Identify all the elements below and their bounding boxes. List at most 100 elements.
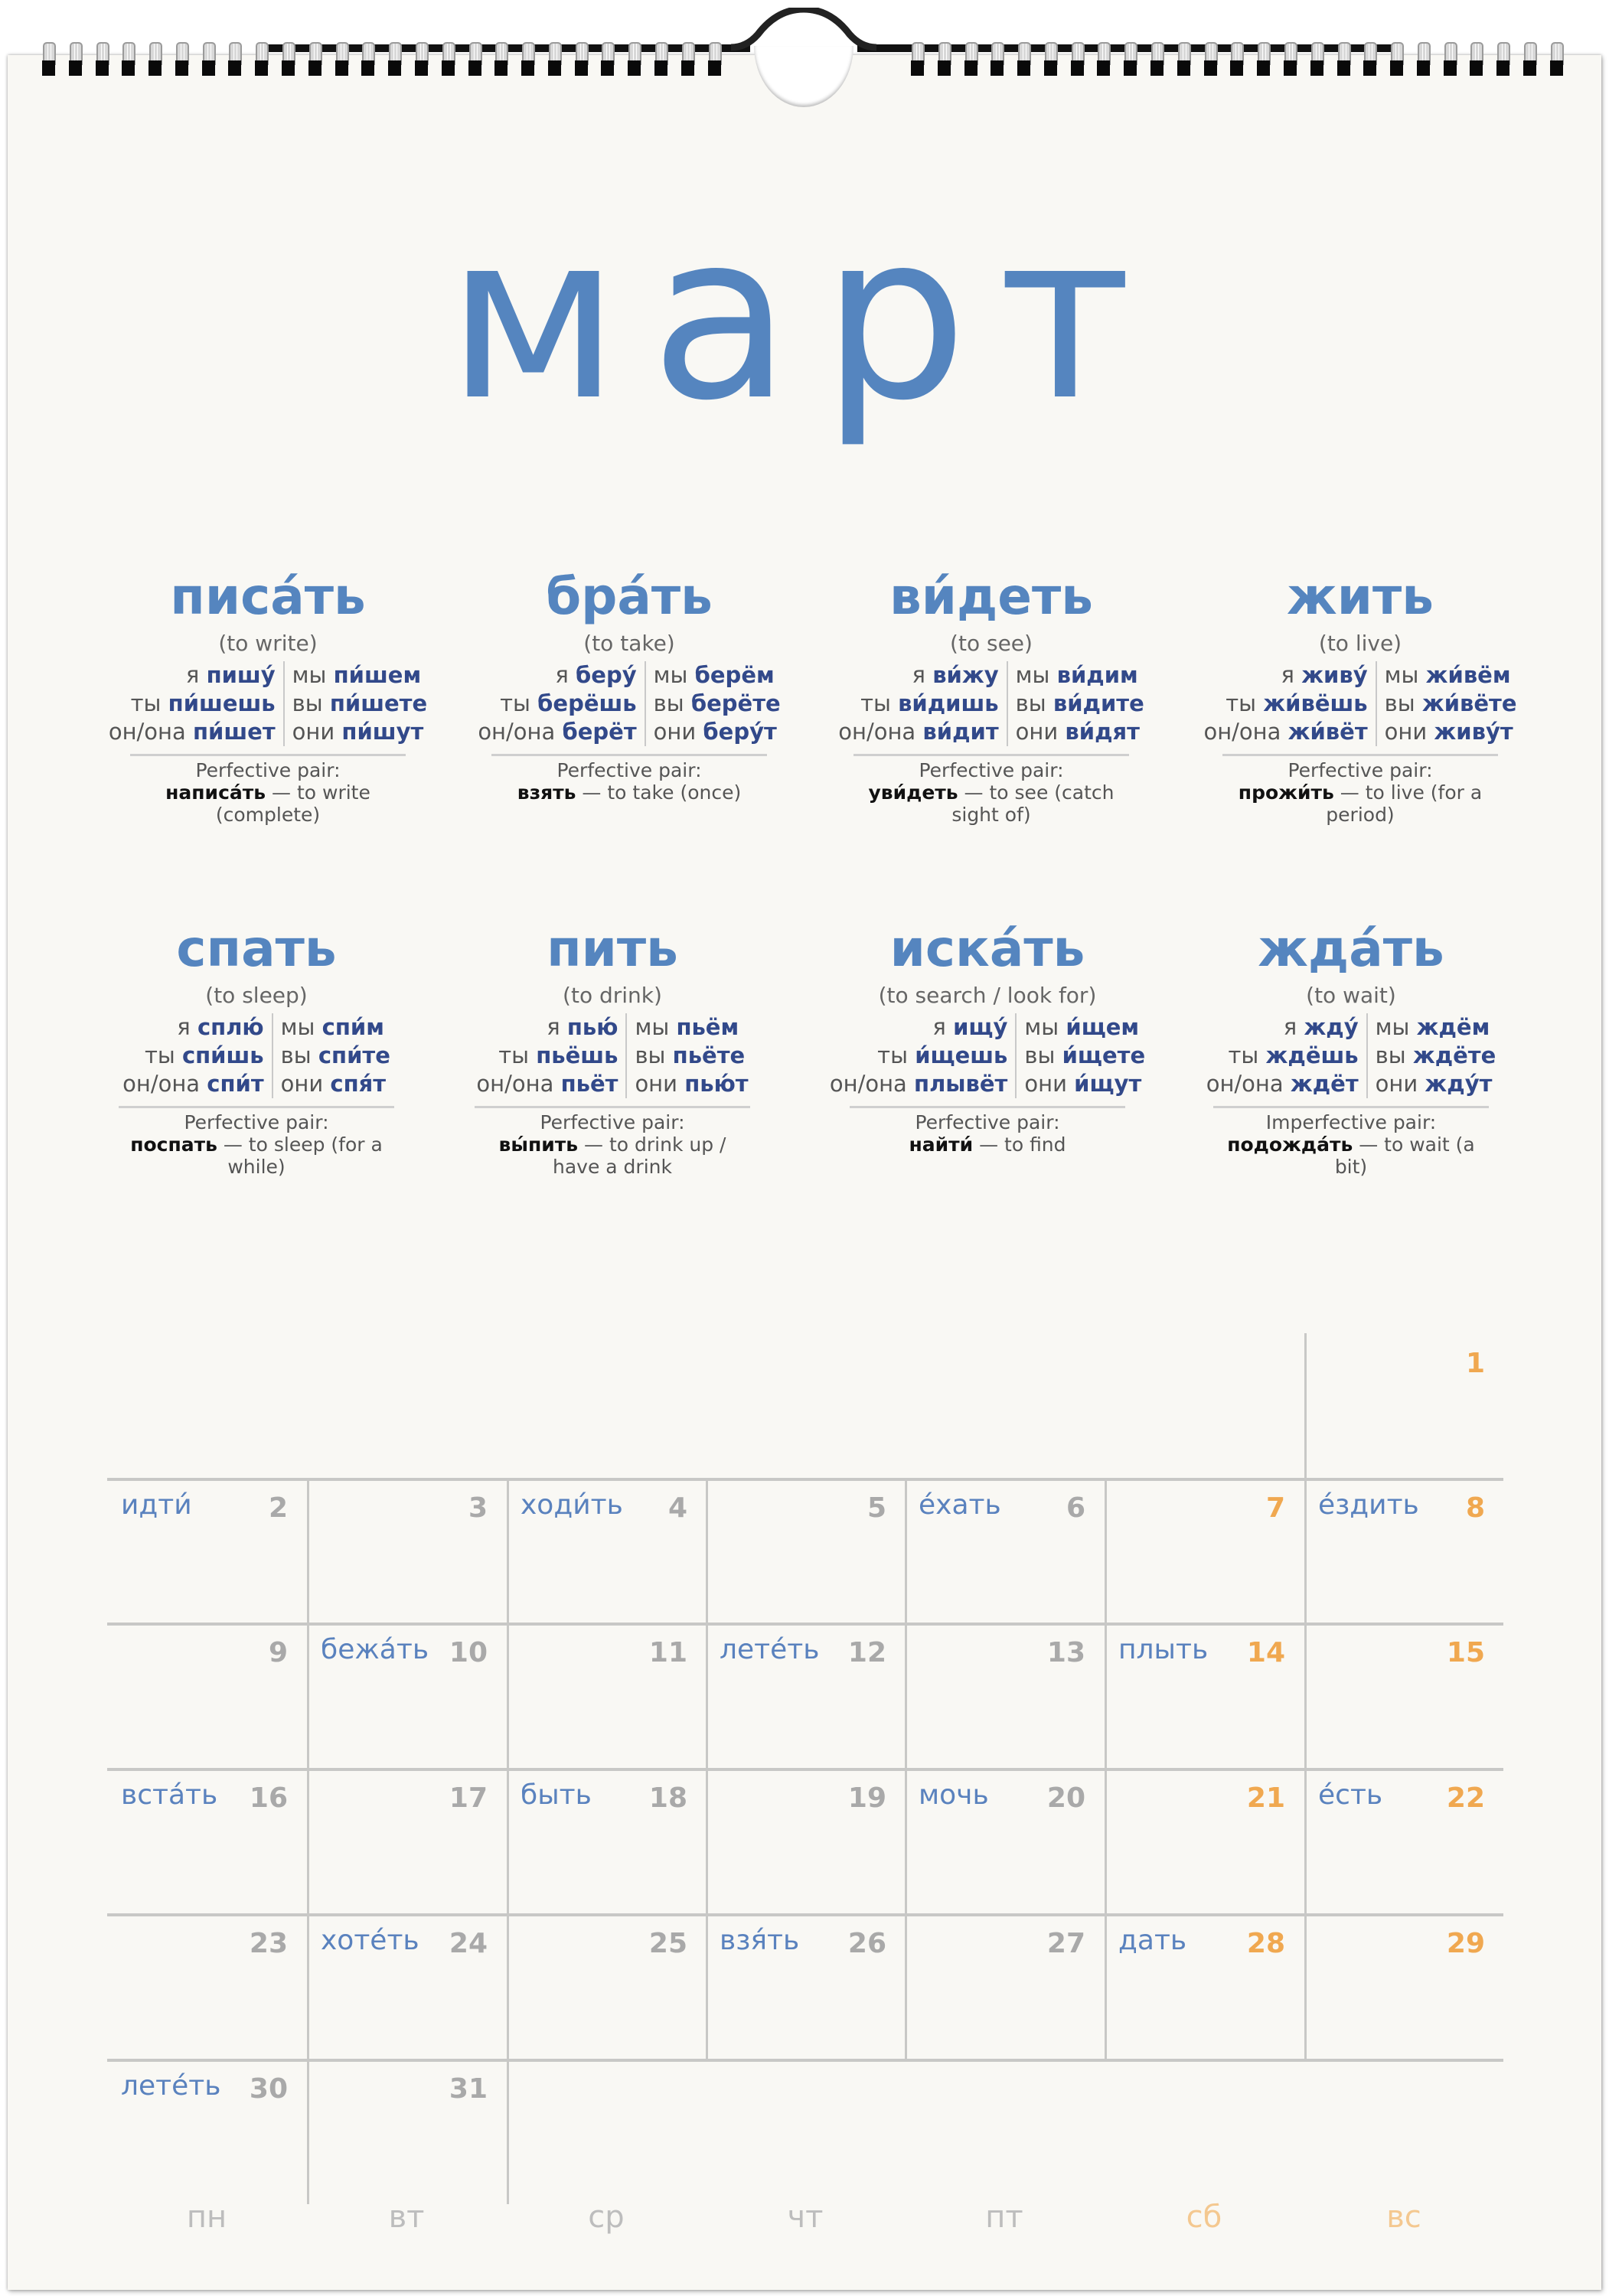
coil-loop — [575, 42, 589, 65]
conjugation-table: я ищу́ ты и́щешь он/она плывёт мы и́щем вы и… — [804, 1013, 1171, 1098]
coil-base — [654, 60, 667, 76]
day-cell[interactable]: 5 — [706, 1481, 905, 1623]
coil-loop — [1231, 42, 1245, 65]
verb-form: берёшь — [537, 690, 637, 716]
aspect-pair-meaning: — to sleep (for a while) — [217, 1133, 383, 1178]
day-cell[interactable]: плыть 14 — [1105, 1626, 1304, 1768]
day-cell[interactable]: 3 — [307, 1481, 506, 1623]
day-cell[interactable]: 21 — [1105, 1771, 1304, 1913]
day-cell[interactable]: вста́ть 16 — [107, 1771, 306, 1913]
coil-loop — [628, 42, 642, 65]
day-cell[interactable]: е́здить 8 — [1304, 1481, 1503, 1623]
weekday-label: вс — [1386, 2200, 1421, 2235]
day-cell[interactable]: взя́ть 26 — [706, 1916, 905, 2059]
day-cell[interactable]: 17 — [307, 1771, 506, 1913]
coil-loop — [1284, 42, 1297, 65]
coil-loop — [1124, 42, 1138, 65]
spiral-coil — [937, 42, 951, 77]
coil-base — [521, 60, 535, 76]
aspect-pair-label: Perfective pair: — [195, 759, 341, 781]
day-number: 4 — [667, 1492, 687, 1524]
weekday-label: вт — [388, 2200, 425, 2235]
day-cell[interactable]: лете́ть 12 — [706, 1626, 905, 1768]
coil-base — [468, 60, 481, 76]
day-cell[interactable]: мочь 20 — [905, 1771, 1104, 1913]
day-cell[interactable]: 1 — [1304, 1336, 1503, 1479]
conjugation-row: вы спи́те — [281, 1042, 390, 1070]
spiral-coil — [361, 42, 376, 77]
day-cell[interactable]: 23 — [107, 1916, 306, 2059]
verb-form: берёте — [690, 690, 781, 716]
day-cell[interactable]: 27 — [905, 1916, 1104, 2059]
pronoun: он/она — [838, 719, 916, 745]
day-cell[interactable]: 29 — [1304, 1916, 1503, 2059]
conjugation-row: ты и́щешь — [830, 1042, 1007, 1070]
conjugation-row: я сплю́ — [122, 1013, 264, 1042]
verb-gloss: (to search / look for) — [878, 983, 1097, 1008]
day-number: 29 — [1446, 1928, 1485, 1959]
spiral-coil — [574, 42, 589, 77]
spiral-coil — [1124, 42, 1138, 77]
day-verb: хоте́ть — [321, 1925, 419, 1956]
day-cell[interactable]: дать 28 — [1105, 1916, 1304, 2059]
coil-base — [1257, 60, 1271, 76]
coil-loop — [654, 42, 668, 65]
spiral-coil — [547, 42, 562, 77]
coil-loop — [1044, 42, 1058, 65]
day-cell[interactable]: быть 18 — [507, 1771, 706, 1913]
coil-loop — [991, 42, 1005, 65]
pronoun: ты — [1226, 690, 1257, 716]
divider — [119, 1106, 394, 1108]
grid-column-line — [507, 1478, 509, 2059]
day-number: 9 — [268, 1637, 288, 1668]
day-cell[interactable]: 31 — [307, 2062, 506, 2204]
verb-form: пью́т — [684, 1071, 749, 1097]
day-cell[interactable]: идти́ 2 — [107, 1481, 306, 1623]
pronoun: они — [1024, 1071, 1067, 1097]
day-cell[interactable]: хоте́ть 24 — [307, 1916, 506, 2059]
day-cell[interactable]: е́хать 6 — [905, 1481, 1104, 1623]
verb-form: и́щете — [1062, 1042, 1146, 1068]
day-cell[interactable]: 15 — [1304, 1626, 1503, 1768]
verb-form: сплю́ — [197, 1014, 264, 1040]
verb-form: и́щем — [1066, 1014, 1140, 1040]
coil-base — [308, 60, 321, 76]
coil-base — [964, 60, 977, 76]
verb-infinitive: иска́ть — [889, 919, 1085, 978]
day-number: 21 — [1246, 1782, 1285, 1814]
weekday-label: пн — [186, 2200, 227, 2235]
conjugation-row: мы и́щем — [1024, 1013, 1145, 1042]
day-cell[interactable]: бежа́ть 10 — [307, 1626, 506, 1768]
day-cell[interactable]: е́сть 22 — [1304, 1771, 1503, 1913]
spiral-coil — [1310, 42, 1324, 77]
grid-row-line — [107, 1768, 1503, 1771]
verb-form: спя́т — [330, 1071, 387, 1097]
verb-infinitive: ви́деть — [889, 567, 1094, 626]
day-number: 13 — [1046, 1637, 1085, 1668]
day-number: 15 — [1446, 1637, 1485, 1668]
conjugation-row: ты пьёшь — [476, 1042, 618, 1070]
pronoun: они — [1375, 1071, 1418, 1097]
coil-base — [1017, 60, 1031, 76]
grid-row-line — [107, 1478, 1503, 1481]
spiral-coil — [1390, 42, 1405, 77]
coil-loop — [149, 42, 163, 65]
divider — [1213, 1106, 1489, 1108]
spiral-coil — [1203, 42, 1218, 77]
day-cell[interactable]: 13 — [905, 1626, 1104, 1768]
aspect-pair-description: взять — to take (once) — [503, 781, 756, 804]
conjugation-row: мы берём — [654, 661, 781, 690]
day-cell[interactable]: 19 — [706, 1771, 905, 1913]
aspect-pair-verb: поспать — [130, 1133, 217, 1156]
spiral-coil — [148, 42, 163, 77]
day-number: 7 — [1265, 1492, 1285, 1524]
day-cell[interactable]: 9 — [107, 1626, 306, 1768]
day-cell[interactable]: 7 — [1105, 1481, 1304, 1623]
grid-row-line — [107, 1913, 1503, 1916]
day-cell[interactable]: 25 — [507, 1916, 706, 2059]
day-cell[interactable]: 11 — [507, 1626, 706, 1768]
day-cell[interactable]: лете́ть 30 — [107, 2062, 306, 2204]
pronoun: мы — [1384, 662, 1419, 688]
spiral-coil — [414, 42, 429, 77]
day-cell[interactable]: ходи́ть 4 — [507, 1481, 706, 1623]
